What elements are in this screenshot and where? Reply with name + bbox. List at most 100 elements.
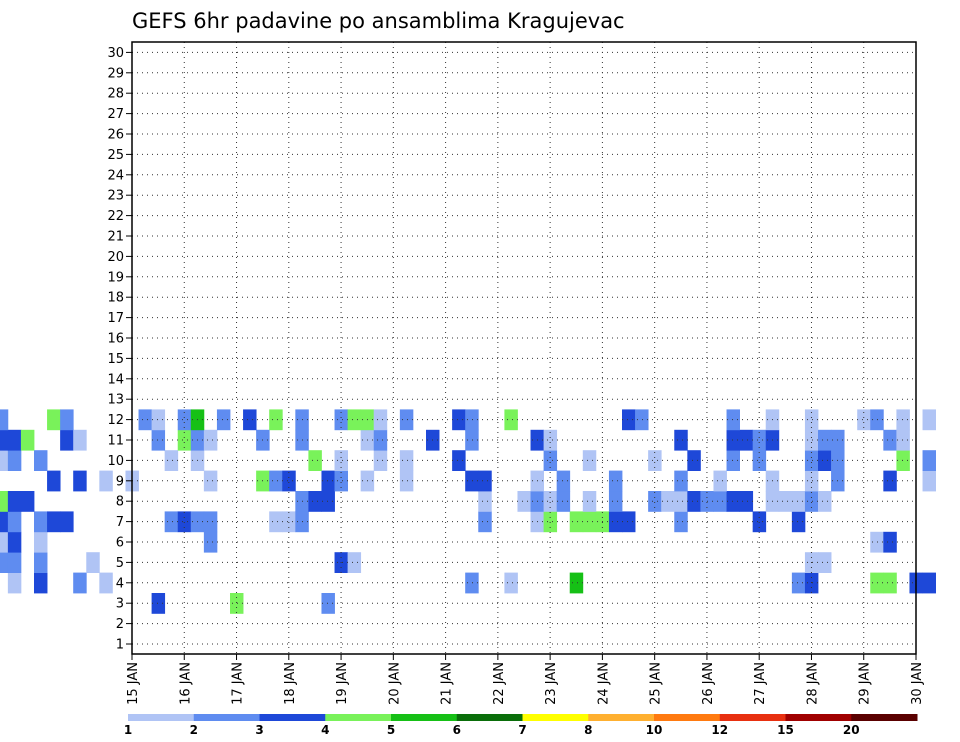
heatmap-cell <box>517 491 531 512</box>
y-tick-label: 14 <box>107 372 124 387</box>
y-tick-label: 8 <box>116 495 124 510</box>
heatmap-cell <box>674 470 688 492</box>
heatmap-cell <box>269 470 283 492</box>
y-tick-label: 20 <box>107 250 124 265</box>
heatmap-cell <box>7 429 22 451</box>
heatmap-cell <box>883 470 897 492</box>
heatmap-cell <box>99 470 113 492</box>
y-tick-label: 1 <box>116 638 124 653</box>
heatmap-cell <box>47 409 61 431</box>
heatmap-cell <box>60 511 74 533</box>
heatmap-cell <box>0 511 9 533</box>
heatmap-cell <box>465 470 479 492</box>
heatmap-cell <box>648 450 662 471</box>
colorbar-label: 20 <box>843 723 860 737</box>
y-tick-label: 30 <box>107 46 124 61</box>
y-tick-label: 2 <box>116 617 124 632</box>
y-tick-label: 24 <box>107 168 124 183</box>
heatmap-cell <box>7 531 22 553</box>
colorbar: 1 2 3 4 5 6 7 8 10 12 15 20 <box>124 714 918 737</box>
heatmap-cell <box>804 450 819 471</box>
heatmap-cell <box>478 511 492 533</box>
heatmap-cell <box>334 470 348 492</box>
heatmap-cell <box>243 409 257 431</box>
heatmap-cell <box>791 511 806 533</box>
x-tick-label: 22 JAN <box>492 662 507 705</box>
heatmap-cell <box>543 511 558 533</box>
heatmap-cell <box>308 491 322 512</box>
heatmap-cell <box>674 511 688 533</box>
colorbar-swatch <box>588 714 655 721</box>
colorbar-label: 5 <box>387 723 395 737</box>
heatmap-cell <box>99 572 113 594</box>
heatmap-cell <box>543 450 558 471</box>
heatmap-cell <box>47 470 61 492</box>
heatmap-cells <box>0 409 936 614</box>
heatmap-cell <box>818 429 832 451</box>
heatmap-cell <box>465 409 479 431</box>
x-tick-label: 26 JAN <box>701 662 716 705</box>
heatmap-cell <box>726 429 740 451</box>
heatmap-cell <box>269 511 283 533</box>
heatmap-cell <box>20 429 35 451</box>
x-tick-label: 30 JAN <box>910 662 925 705</box>
heatmap-cell <box>726 450 740 471</box>
colorbar-swatch <box>522 714 589 721</box>
heatmap-cell <box>203 429 218 451</box>
heatmap-cell <box>582 491 597 512</box>
heatmap-cell <box>86 552 100 573</box>
colorbar-label: 2 <box>190 723 198 737</box>
heatmap-cell <box>177 511 192 533</box>
heatmap-cell <box>308 450 322 471</box>
heatmap-cell <box>34 450 48 471</box>
y-tick-label: 13 <box>107 393 124 408</box>
colorbar-swatch <box>851 714 918 721</box>
heatmap-cell <box>321 470 335 492</box>
heatmap-cell <box>399 409 414 431</box>
heatmap-cell <box>0 409 9 431</box>
heatmap-cell <box>465 429 479 451</box>
x-tick-label: 15 JAN <box>126 662 141 705</box>
y-tick-label: 3 <box>116 597 124 612</box>
y-tick-label: 28 <box>107 87 124 102</box>
heatmap-cell <box>778 491 793 512</box>
x-tick-label: 17 JAN <box>231 662 246 705</box>
x-tick-label: 21 JAN <box>440 662 455 705</box>
y-tick-label: 15 <box>107 352 124 367</box>
colorbar-label: 15 <box>777 723 794 737</box>
heatmap-cell <box>373 450 388 471</box>
y-tick-label: 17 <box>107 311 124 326</box>
heatmap-cell <box>465 572 479 594</box>
heatmap-cell <box>203 470 218 492</box>
heatmap-cell <box>896 429 910 451</box>
heatmap-cell <box>7 511 22 533</box>
heatmap-cell <box>151 409 166 431</box>
y-tick-label: 25 <box>107 148 124 163</box>
colorbar-swatch <box>719 714 786 721</box>
heatmap-cell <box>73 470 87 492</box>
heatmap-cell <box>478 470 492 492</box>
heatmap-cell <box>726 491 740 512</box>
heatmap-cell <box>569 511 584 533</box>
y-tick-label: 5 <box>116 556 124 571</box>
heatmap-cell <box>804 470 819 492</box>
heatmap-cell <box>269 409 283 431</box>
heatmap-cell <box>347 552 362 573</box>
x-tick-label: 24 JAN <box>596 662 611 705</box>
heatmap-cell <box>73 429 87 451</box>
heatmap-cell <box>0 531 9 553</box>
heatmap-cell <box>34 572 48 594</box>
y-tick-label: 27 <box>107 107 124 122</box>
chart-title: GEFS 6hr padavine po ansamblima Kragujev… <box>132 9 625 33</box>
heatmap-cell <box>164 450 179 471</box>
heatmap-cell <box>687 491 701 512</box>
colorbar-swatch <box>391 714 458 721</box>
y-tick-label: 6 <box>116 536 124 551</box>
heatmap-cell <box>726 409 740 431</box>
heatmap-cell <box>34 531 48 553</box>
colorbar-swatch <box>785 714 852 721</box>
colorbar-label: 4 <box>321 723 329 737</box>
heatmap-cell <box>543 429 558 451</box>
x-tick-label: 25 JAN <box>649 662 664 705</box>
